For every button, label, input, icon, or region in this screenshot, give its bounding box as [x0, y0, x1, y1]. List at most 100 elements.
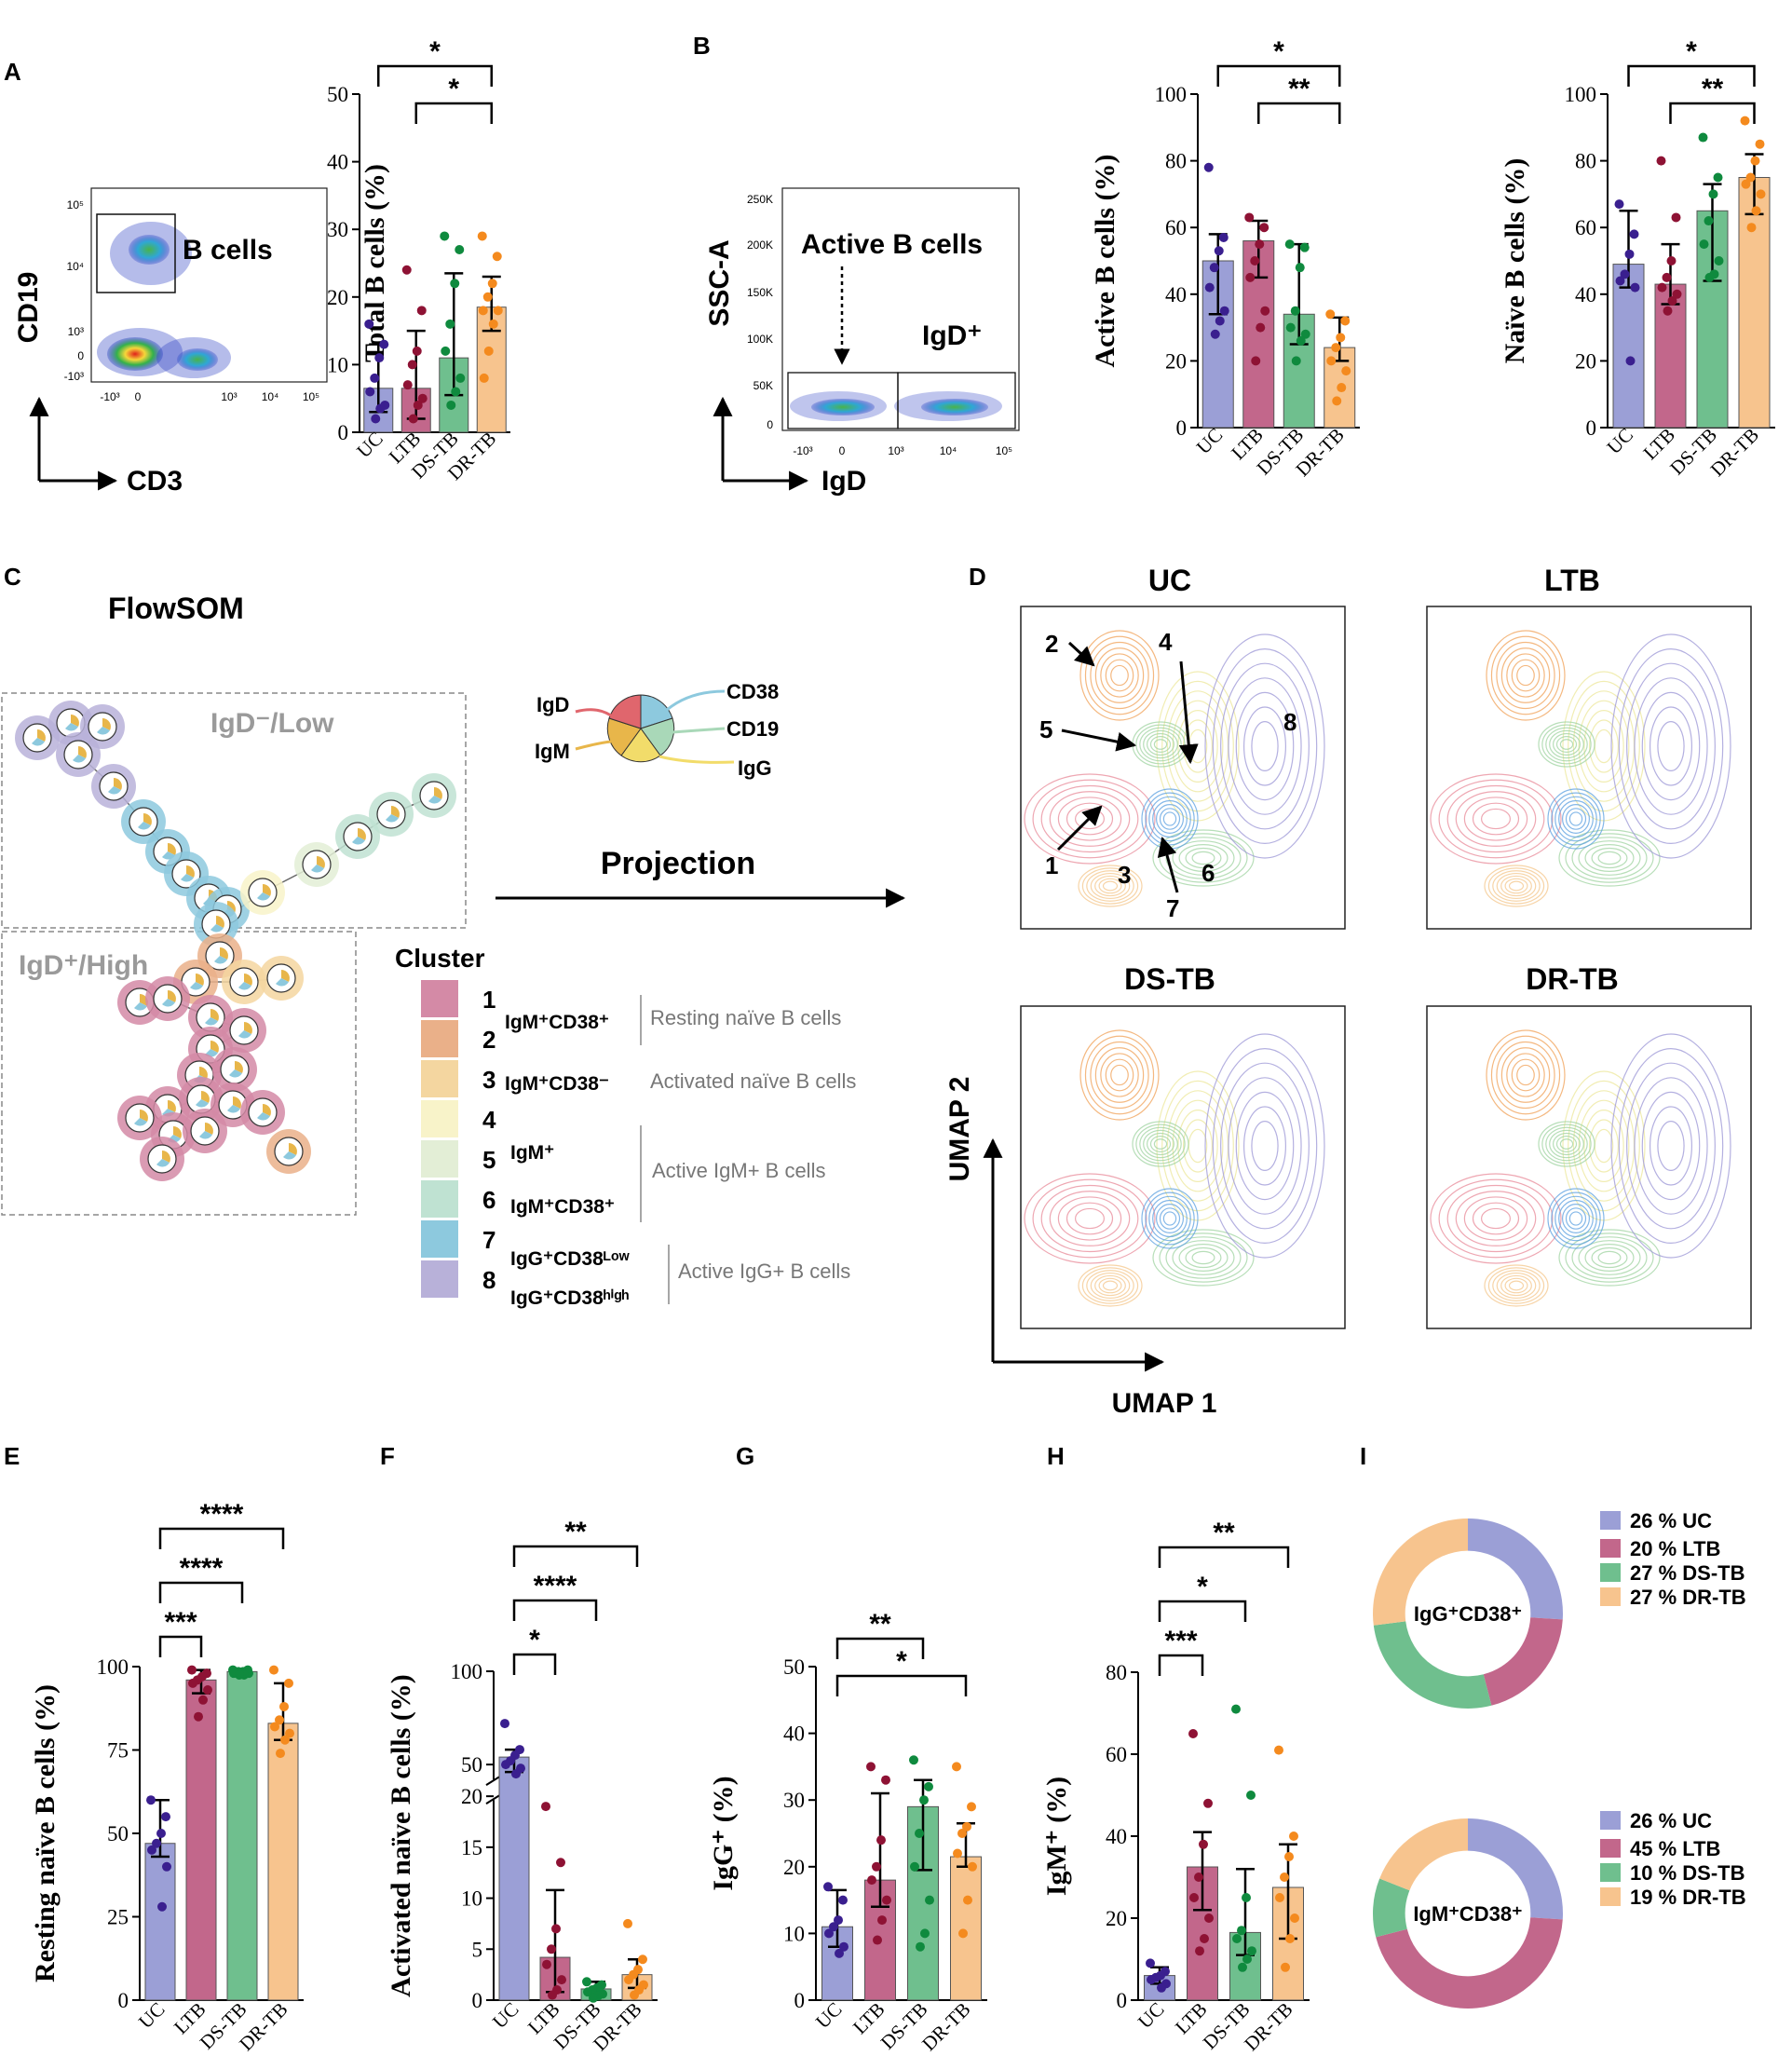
data-point	[492, 252, 502, 262]
umap-contour	[1182, 1119, 1213, 1173]
umap-contour	[1455, 1191, 1537, 1246]
umap-contour	[1568, 680, 1640, 812]
significance-bracket	[1669, 102, 1756, 124]
umap-contour	[1090, 641, 1149, 710]
flow-b-x-axis-label: IgD	[821, 466, 866, 497]
umap-contour	[1583, 709, 1624, 783]
data-point	[374, 353, 385, 363]
y-tick-label: 0	[472, 1989, 483, 2012]
umap-contour	[1066, 802, 1114, 836]
som-node-pie	[434, 787, 442, 799]
data-point	[280, 1735, 290, 1745]
som-node-pie	[263, 1104, 271, 1116]
data-point	[1259, 223, 1269, 233]
flow-b-xtick: 0	[839, 444, 846, 457]
b-cells-gate-label: B cells	[183, 235, 273, 266]
cluster-swatch-2	[421, 1020, 458, 1057]
umap-contour	[1558, 799, 1594, 838]
umap-contour	[1078, 865, 1143, 907]
som-node-pie	[71, 715, 79, 727]
bar-ds-tb	[226, 1670, 258, 2001]
umap-contour	[1132, 1121, 1189, 1167]
som-node-pie	[162, 999, 175, 1007]
data-point	[1326, 356, 1337, 366]
som-node-pie	[214, 956, 227, 964]
y-tick-label: 40	[783, 1723, 805, 1746]
umap-contour	[1191, 1250, 1215, 1265]
data-point	[1671, 212, 1681, 223]
cluster-number-5: 5	[482, 1146, 496, 1174]
data-point	[1189, 1893, 1199, 1902]
umap-contour	[1555, 735, 1578, 753]
y-tick-label: 30	[327, 218, 348, 241]
significance-label: *	[1273, 36, 1284, 67]
legend-label: 27 % DS-TB	[1630, 1561, 1744, 1585]
umap-contour	[1024, 773, 1156, 865]
umap-contour	[1212, 1047, 1318, 1244]
umap-contour	[1657, 1120, 1685, 1171]
legend-label: 26 % UC	[1630, 1809, 1712, 1832]
data-point	[370, 373, 380, 383]
umap-contour	[1500, 875, 1532, 897]
flowsom-tree	[15, 701, 456, 1181]
data-point	[925, 1895, 934, 1905]
y-tick-label: 0	[794, 1989, 806, 2012]
data-point	[157, 1901, 167, 1912]
umap-contour	[1135, 1124, 1186, 1164]
data-point	[924, 1781, 933, 1791]
data-point	[873, 1935, 882, 1945]
som-node-pie	[140, 1110, 148, 1122]
umap-contour	[1565, 833, 1654, 883]
umap-contour	[1251, 720, 1279, 771]
data-point	[1218, 232, 1229, 242]
cluster-number-4: 4	[482, 1106, 496, 1134]
pie-legend-igg: IgG	[738, 756, 772, 780]
data-point	[203, 1685, 212, 1695]
umap-plot-drtb	[1426, 1005, 1752, 1329]
som-node-pie	[276, 978, 289, 987]
som-node-pie	[173, 1126, 182, 1138]
flow-a-x-axis-label: CD3	[127, 466, 183, 497]
som-node-pie	[73, 755, 86, 763]
legend-label: 20 % LTB	[1630, 1537, 1720, 1560]
data-point	[408, 414, 418, 424]
data-point	[416, 306, 427, 316]
umap-contour	[1561, 804, 1590, 834]
data-point	[1275, 1893, 1284, 1902]
umap-contour	[1547, 1188, 1605, 1249]
som-node-pie	[220, 947, 228, 960]
y-tick-label: 10	[327, 353, 348, 376]
som-node-pie	[210, 924, 224, 933]
flow-b-ytick: 250K	[747, 193, 773, 206]
umap-contour	[1559, 1138, 1574, 1150]
flow-a-ytick: 10⁴	[66, 260, 84, 273]
data-point	[1291, 356, 1301, 366]
umap-contour	[1153, 739, 1168, 750]
umap-contour	[1487, 867, 1545, 905]
cluster-legend: Cluster 1 2 3 4 5 6 7 8 IgM⁺CD38⁺ IgM⁺CD38⁻ IgM…	[395, 944, 856, 1309]
umap-contour	[1430, 773, 1562, 865]
igd-high-region	[1, 931, 357, 1216]
data-point	[1663, 306, 1673, 316]
data-point	[477, 231, 487, 241]
data-point	[1247, 1946, 1256, 1956]
data-point	[877, 1915, 887, 1926]
data-point	[198, 1695, 208, 1705]
umap-contour	[1172, 700, 1224, 793]
umap-contour	[1480, 808, 1511, 830]
category-label: DR-TB	[1706, 424, 1764, 482]
umap-contour	[1634, 677, 1708, 815]
data-point	[1331, 343, 1341, 353]
umap-title-ltb: LTB	[1544, 564, 1600, 597]
b-cell-gate	[96, 213, 176, 293]
umap-contour	[1554, 796, 1597, 842]
som-node-pie	[283, 1151, 296, 1160]
umap-contour	[1159, 1207, 1181, 1230]
significance-bracket	[1158, 1546, 1290, 1568]
data-point	[866, 1762, 876, 1772]
umap-contour	[1086, 870, 1134, 902]
umap-contour	[1541, 724, 1592, 765]
data-point	[1289, 1832, 1298, 1841]
